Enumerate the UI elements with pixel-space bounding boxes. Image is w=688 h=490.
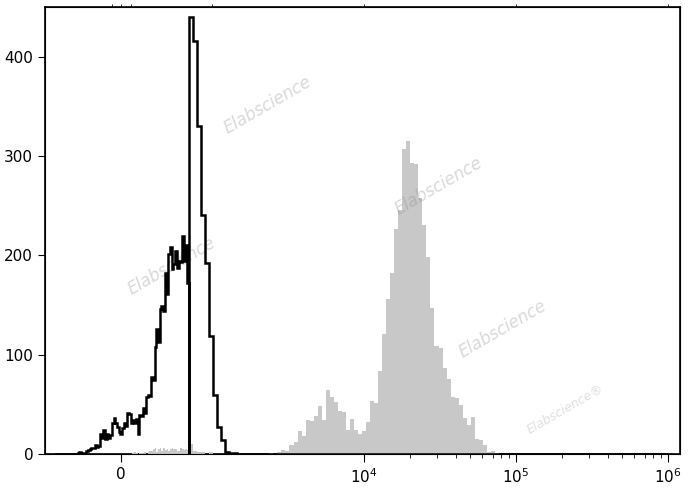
Text: Elabscience: Elabscience <box>391 153 486 218</box>
Text: Elabscience: Elabscience <box>220 73 314 138</box>
Text: Elabscience: Elabscience <box>455 296 549 361</box>
Text: Elabscience®: Elabscience® <box>525 382 607 437</box>
Text: Elabscience: Elabscience <box>125 234 219 298</box>
